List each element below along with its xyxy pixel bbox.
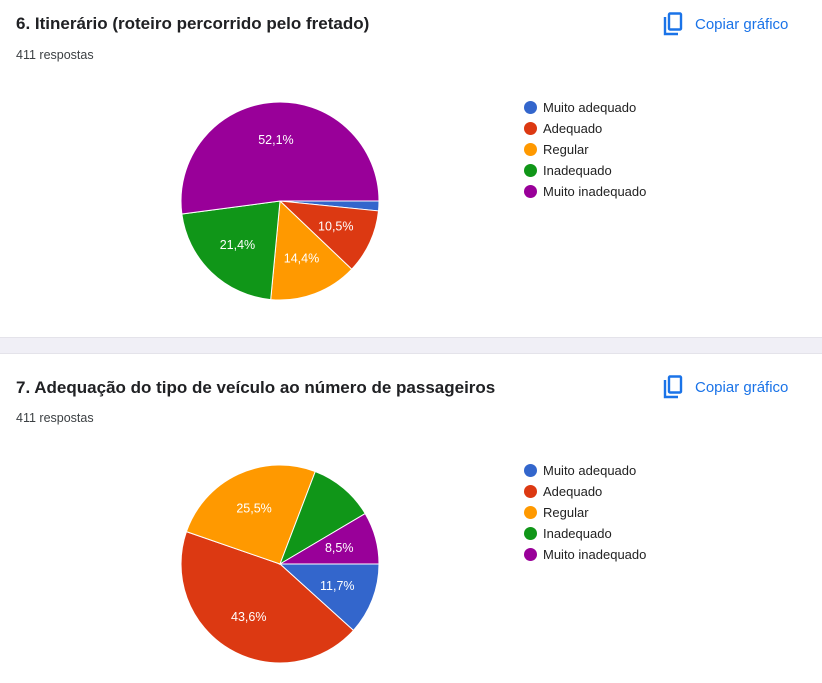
legend-item: Inadequado: [524, 523, 646, 544]
copy-chart-label: Copiar gráfico: [695, 378, 789, 396]
legend-item: Muito inadequado: [524, 544, 646, 565]
legend-item: Inadequado: [524, 160, 646, 181]
legend-item: Muito adequado: [524, 97, 646, 118]
legend-item: Adequado: [524, 118, 646, 139]
legend-dot-icon: [524, 164, 537, 177]
chart-legend: Muito adequado Adequado Regular Inadequado M…: [524, 460, 646, 565]
legend-item: Muito inadequado: [524, 181, 646, 202]
copy-icon: [663, 12, 683, 36]
legend-item: Muito adequado: [524, 460, 646, 481]
copy-chart-label: Copiar gráfico: [695, 15, 789, 33]
legend-dot-icon: [524, 122, 537, 135]
chart-legend: Muito adequado Adequado Regular Inadequado M…: [524, 97, 646, 202]
legend-item: Regular: [524, 502, 646, 523]
legend-dot-icon: [524, 527, 537, 540]
copy-chart-button[interactable]: Copiar gráfico: [663, 375, 788, 399]
legend-dot-icon: [524, 464, 537, 477]
slice-label: 10,5%: [318, 220, 353, 234]
legend-dot-icon: [524, 101, 537, 114]
slice-label: 14,4%: [284, 251, 319, 265]
pie-slice-regular: [185, 464, 316, 565]
legend-dot-icon: [524, 548, 537, 561]
pie-slice-inadequado: [279, 470, 366, 566]
legend-label: Inadequado: [543, 163, 612, 178]
legend-label: Muito adequado: [543, 463, 637, 478]
copy-icon: [663, 375, 683, 399]
pie-slice-regular: [270, 199, 353, 301]
slice-label: 8,5%: [325, 541, 354, 555]
legend-label: Adequado: [543, 484, 603, 499]
legend-label: Inadequado: [543, 526, 612, 541]
pie-slice-muito-inadequado: [278, 512, 380, 565]
legend-dot-icon: [524, 506, 537, 519]
slice-label: 43,6%: [231, 610, 266, 624]
legend-label: Adequado: [543, 121, 603, 136]
legend-label: Muito inadequado: [543, 547, 647, 562]
slice-label: 52,1%: [258, 133, 293, 147]
slice-label: 25,5%: [236, 501, 271, 515]
pie-chart: 10,5% 14,4% 21,4% 52,1%: [180, 101, 380, 301]
legend-label: Regular: [543, 505, 589, 520]
legend-label: Muito inadequado: [543, 184, 647, 199]
section-separator: [0, 337, 822, 354]
legend-item: Adequado: [524, 481, 646, 502]
legend-label: Regular: [543, 142, 589, 157]
copy-chart-button[interactable]: Copiar gráfico: [663, 12, 788, 36]
question-title: 6. Itinerário (roteiro percorrido pelo f…: [16, 14, 370, 33]
legend-dot-icon: [524, 485, 537, 498]
pie-slice-adequado: [180, 531, 355, 664]
pie-slice-inadequado: [181, 200, 281, 301]
question-title: 7. Adequação do tipo de veículo ao númer…: [16, 378, 496, 397]
legend-item: Regular: [524, 139, 646, 160]
legend-label: Muito adequado: [543, 100, 637, 115]
pie-chart: 11,7% 43,6% 25,5% 8,5%: [180, 464, 380, 664]
slice-label: 11,7%: [320, 579, 355, 593]
legend-dot-icon: [524, 185, 537, 198]
pie-slice-muito-adequado: [278, 563, 380, 632]
slice-label: 21,4%: [220, 238, 255, 252]
legend-dot-icon: [524, 143, 537, 156]
response-count: 411 respostas: [16, 48, 94, 62]
pie-slice-muito-inadequado: [180, 101, 380, 215]
response-count: 411 respostas: [16, 411, 94, 425]
